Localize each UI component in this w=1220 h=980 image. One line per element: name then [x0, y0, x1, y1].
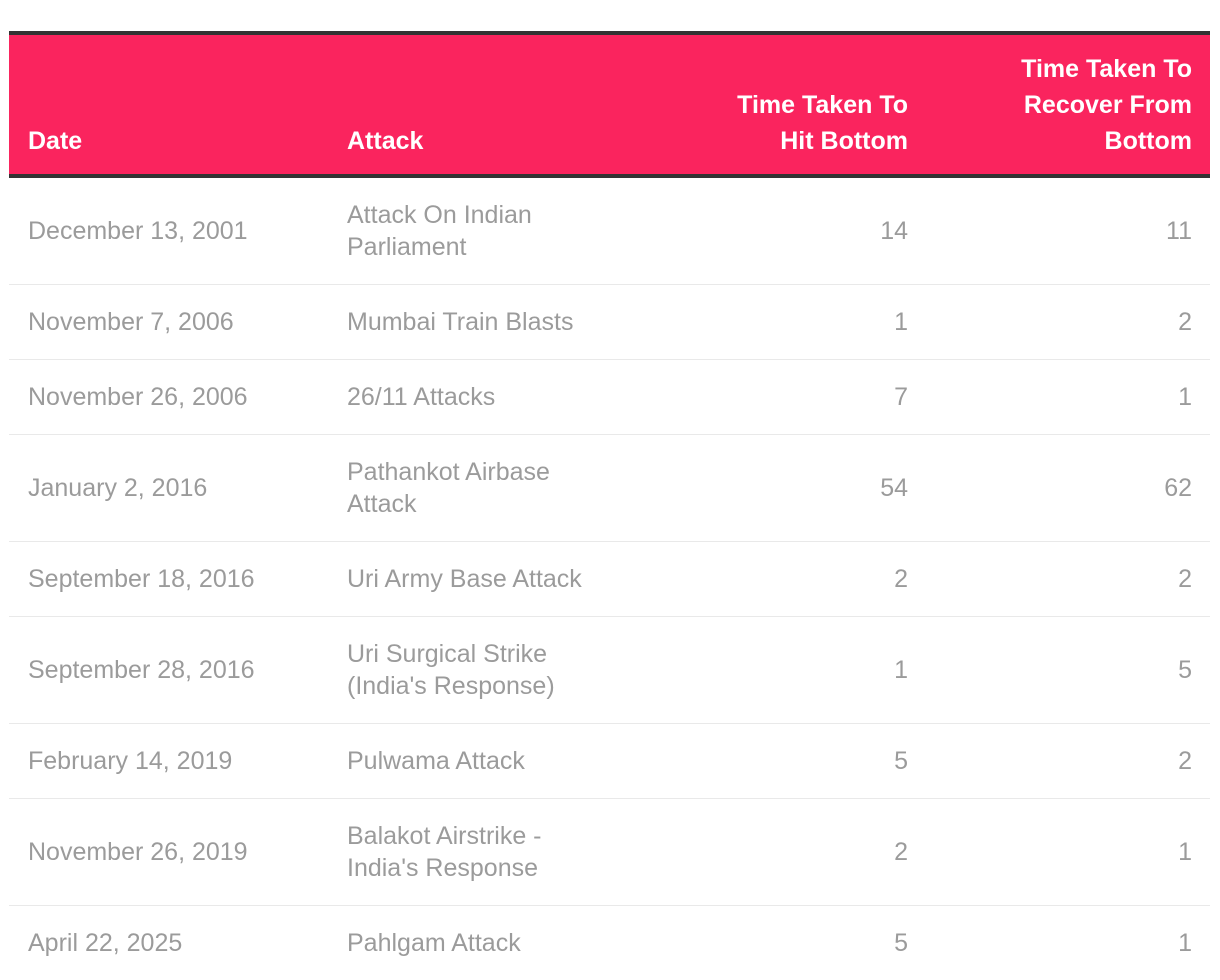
table-row: January 2, 2016 Pathankot Airbase Attack…	[9, 434, 1210, 542]
date-cell: November 7, 2006	[9, 284, 347, 360]
table-row: February 14, 2019 Pulwama Attack 5 2	[9, 723, 1210, 799]
attack-label: Pulwama Attack	[347, 747, 525, 775]
attack-cell: Pahlgam Attack	[347, 905, 640, 980]
column-header-attack: Attack	[347, 33, 640, 178]
date-cell: December 13, 2001	[9, 176, 347, 285]
recover-cell: 5	[908, 616, 1210, 724]
hit-bottom-cell: 54	[640, 434, 908, 542]
recover-cell: 2	[908, 541, 1210, 617]
column-header-time-to-hit-bottom: Time Taken To Hit Bottom	[640, 33, 908, 178]
attack-label: 26/11 Attacks	[347, 383, 496, 411]
table-row: April 22, 2025 Pahlgam Attack 5 1	[9, 905, 1210, 980]
table-header: Date Attack Time Taken To Hit Bottom Tim…	[9, 33, 1210, 178]
table-row: September 28, 2016 Uri Surgical Strike (…	[9, 616, 1210, 724]
table-row: December 13, 2001 Attack On Indian Parli…	[9, 176, 1210, 285]
table-row: November 26, 2019 Balakot Airstrike - In…	[9, 798, 1210, 906]
column-header-date: Date	[9, 33, 347, 178]
attack-cell: Mumbai Train Blasts	[347, 284, 640, 360]
hit-bottom-cell: 7	[640, 359, 908, 435]
hit-bottom-cell: 2	[640, 798, 908, 906]
recover-cell: 1	[908, 359, 1210, 435]
attack-cell: Attack On Indian Parliament	[347, 176, 640, 285]
hit-bottom-cell: 1	[640, 616, 908, 724]
recover-cell: 2	[908, 284, 1210, 360]
attack-label: Attack On Indian Parliament	[347, 201, 532, 261]
header-row: Date Attack Time Taken To Hit Bottom Tim…	[9, 33, 1210, 178]
attack-cell: Balakot Airstrike - India's Response	[347, 798, 640, 906]
attack-label: Balakot Airstrike - India's Response	[347, 822, 542, 882]
attack-cell: Pulwama Attack	[347, 723, 640, 799]
hit-bottom-cell: 1	[640, 284, 908, 360]
column-header-time-to-recover: Time Taken To Recover From Bottom	[908, 33, 1210, 178]
attack-recovery-table-widget: Date Attack Time Taken To Hit Bottom Tim…	[9, 31, 1210, 980]
attack-label: Mumbai Train Blasts	[347, 308, 574, 336]
table-row: September 18, 2016 Uri Army Base Attack …	[9, 541, 1210, 617]
recover-cell: 1	[908, 905, 1210, 980]
attack-label: Pathankot Airbase Attack	[347, 458, 550, 518]
recover-cell: 11	[908, 176, 1210, 285]
attack-label: Uri Surgical Strike (India's Response)	[347, 640, 555, 700]
attack-label: Uri Army Base Attack	[347, 565, 582, 593]
attack-cell: 26/11 Attacks	[347, 359, 640, 435]
date-cell: November 26, 2006	[9, 359, 347, 435]
date-cell: February 14, 2019	[9, 723, 347, 799]
attack-label: Pahlgam Attack	[347, 929, 521, 957]
recover-cell: 62	[908, 434, 1210, 542]
attack-cell: Pathankot Airbase Attack	[347, 434, 640, 542]
table-row: November 26, 2006 26/11 Attacks 7 1	[9, 359, 1210, 435]
date-cell: September 28, 2016	[9, 616, 347, 724]
date-cell: April 22, 2025	[9, 905, 347, 980]
table-row: November 7, 2006 Mumbai Train Blasts 1 2	[9, 284, 1210, 360]
date-cell: November 26, 2019	[9, 798, 347, 906]
attack-recovery-table: Date Attack Time Taken To Hit Bottom Tim…	[9, 31, 1210, 980]
hit-bottom-cell: 5	[640, 905, 908, 980]
attack-cell: Uri Army Base Attack	[347, 541, 640, 617]
hit-bottom-cell: 2	[640, 541, 908, 617]
date-cell: January 2, 2016	[9, 434, 347, 542]
attack-cell: Uri Surgical Strike (India's Response)	[347, 616, 640, 724]
recover-cell: 1	[908, 798, 1210, 906]
hit-bottom-cell: 14	[640, 176, 908, 285]
table-body: December 13, 2001 Attack On Indian Parli…	[9, 176, 1210, 980]
date-cell: September 18, 2016	[9, 541, 347, 617]
recover-cell: 2	[908, 723, 1210, 799]
hit-bottom-cell: 5	[640, 723, 908, 799]
